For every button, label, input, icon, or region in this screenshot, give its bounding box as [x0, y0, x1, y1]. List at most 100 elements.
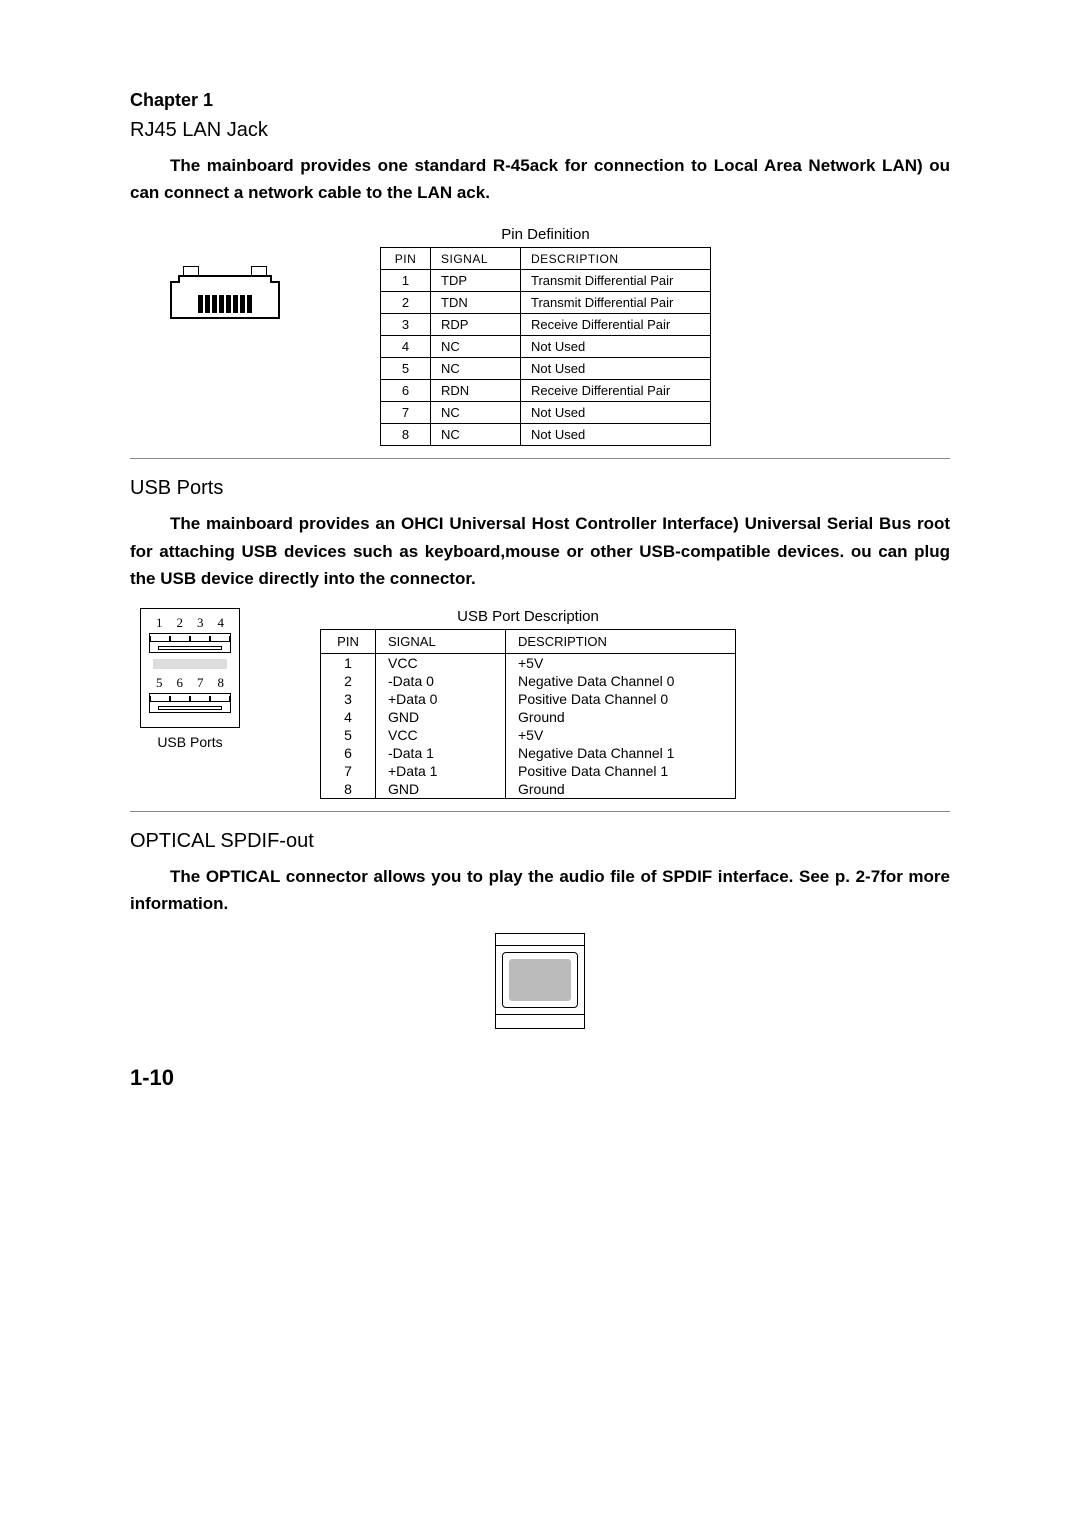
usb-pin-number: 8	[218, 675, 225, 691]
cell-signal: RDN	[431, 380, 521, 402]
cell-pin: 2	[381, 292, 431, 314]
rj45-th-pin: PIN	[381, 248, 431, 270]
cell-pin: 3	[381, 314, 431, 336]
cell-signal: GND	[376, 708, 506, 726]
cell-desc: Ground	[506, 708, 736, 726]
cell-signal: TDN	[431, 292, 521, 314]
table-row: 3+Data 0Positive Data Channel 0	[321, 690, 736, 708]
cell-desc: Receive Differential Pair	[521, 380, 711, 402]
rj45-table-wrap: Pin Definition PIN SIGNAL DESCRIPTION 1T…	[380, 226, 711, 446]
table-row: 6RDNReceive Differential Pair	[381, 380, 711, 402]
cell-signal: -Data 1	[376, 744, 506, 762]
cell-desc: Positive Data Channel 1	[506, 762, 736, 780]
usb-title: USB Ports	[130, 477, 950, 500]
table-row: 4GNDGround	[321, 708, 736, 726]
cell-pin: 8	[321, 780, 376, 799]
cell-signal: RDP	[431, 314, 521, 336]
rj45-body: The mainboard provides one standard R-45…	[130, 152, 950, 206]
usb-diagram-caption: USB Ports	[140, 734, 240, 750]
cell-signal: NC	[431, 402, 521, 424]
cell-pin: 7	[381, 402, 431, 424]
cell-pin: 4	[381, 336, 431, 358]
cell-pin: 1	[321, 653, 376, 672]
cell-pin: 3	[321, 690, 376, 708]
cell-desc: Transmit Differential Pair	[521, 292, 711, 314]
usb-th-desc: DESCRIPTION	[506, 629, 736, 653]
usb-pin-number: 6	[177, 675, 184, 691]
cell-signal: VCC	[376, 653, 506, 672]
cell-signal: GND	[376, 780, 506, 799]
usb-table-wrap: USB Port Description PIN SIGNAL DESCRIPT…	[320, 608, 736, 799]
table-row: 8GNDGround	[321, 780, 736, 799]
cell-desc: Receive Differential Pair	[521, 314, 711, 336]
table-row: 1VCC+5V	[321, 653, 736, 672]
section-divider	[130, 811, 950, 812]
cell-desc: Not Used	[521, 336, 711, 358]
cell-pin: 6	[381, 380, 431, 402]
optical-body: The OPTICAL connector allows you to play…	[130, 863, 950, 917]
cell-pin: 2	[321, 672, 376, 690]
cell-desc: Not Used	[521, 358, 711, 380]
usb-ports-diagram: 1234 5678 USB Ports	[140, 608, 240, 750]
cell-desc: +5V	[506, 653, 736, 672]
cell-signal: TDP	[431, 270, 521, 292]
section-divider	[130, 458, 950, 459]
usb-pin-number: 5	[156, 675, 163, 691]
table-row: 3RDPReceive Differential Pair	[381, 314, 711, 336]
usb-table-caption: USB Port Description	[320, 608, 736, 625]
optical-title: OPTICAL SPDIF-out	[130, 830, 950, 853]
rj45-row: Pin Definition PIN SIGNAL DESCRIPTION 1T…	[130, 226, 950, 446]
cell-signal: VCC	[376, 726, 506, 744]
table-row: 5NCNot Used	[381, 358, 711, 380]
usb-pin-table: PIN SIGNAL DESCRIPTION 1VCC+5V2-Data 0Ne…	[320, 629, 736, 799]
cell-desc: Negative Data Channel 0	[506, 672, 736, 690]
table-row: 2TDNTransmit Differential Pair	[381, 292, 711, 314]
cell-pin: 5	[321, 726, 376, 744]
usb-th-pin: PIN	[321, 629, 376, 653]
cell-pin: 5	[381, 358, 431, 380]
cell-desc: Not Used	[521, 402, 711, 424]
table-row: 2-Data 0Negative Data Channel 0	[321, 672, 736, 690]
chapter-heading: Chapter 1	[130, 90, 950, 111]
usb-pin-number: 3	[197, 615, 204, 631]
cell-signal: +Data 1	[376, 762, 506, 780]
rj45-table-caption: Pin Definition	[380, 226, 711, 243]
cell-desc: Positive Data Channel 0	[506, 690, 736, 708]
rj45-th-desc: DESCRIPTION	[521, 248, 711, 270]
rj45-th-signal: SIGNAL	[431, 248, 521, 270]
page-number: 1-10	[130, 1065, 950, 1091]
usb-pin-number: 7	[197, 675, 204, 691]
usb-port-icon	[149, 633, 231, 653]
cell-desc: Not Used	[521, 424, 711, 446]
cell-signal: +Data 0	[376, 690, 506, 708]
cell-signal: NC	[431, 358, 521, 380]
usb-pin-number: 4	[218, 615, 225, 631]
table-row: 7+Data 1Positive Data Channel 1	[321, 762, 736, 780]
cell-desc: Transmit Differential Pair	[521, 270, 711, 292]
usb-row: 1234 5678 USB Ports USB Port Description…	[130, 608, 950, 799]
usb-th-signal: SIGNAL	[376, 629, 506, 653]
cell-pin: 7	[321, 762, 376, 780]
cell-signal: NC	[431, 336, 521, 358]
table-row: 5VCC+5V	[321, 726, 736, 744]
rj45-title: RJ45 LAN Jack	[130, 119, 950, 142]
cell-pin: 4	[321, 708, 376, 726]
optical-port-icon	[502, 952, 578, 1008]
rj45-pin-table: PIN SIGNAL DESCRIPTION 1TDPTransmit Diff…	[380, 247, 711, 446]
rj45-jack-diagram	[170, 266, 280, 319]
cell-desc: +5V	[506, 726, 736, 744]
cell-signal: NC	[431, 424, 521, 446]
usb-pin-number: 1	[156, 615, 163, 631]
cell-signal: -Data 0	[376, 672, 506, 690]
usb-pin-number: 2	[177, 615, 184, 631]
table-row: 4NCNot Used	[381, 336, 711, 358]
cell-desc: Ground	[506, 780, 736, 799]
optical-connector-diagram	[495, 933, 585, 1029]
cell-pin: 6	[321, 744, 376, 762]
table-row: 1TDPTransmit Differential Pair	[381, 270, 711, 292]
table-row: 6-Data 1Negative Data Channel 1	[321, 744, 736, 762]
cell-desc: Negative Data Channel 1	[506, 744, 736, 762]
table-row: 8NCNot Used	[381, 424, 711, 446]
cell-pin: 1	[381, 270, 431, 292]
cell-pin: 8	[381, 424, 431, 446]
